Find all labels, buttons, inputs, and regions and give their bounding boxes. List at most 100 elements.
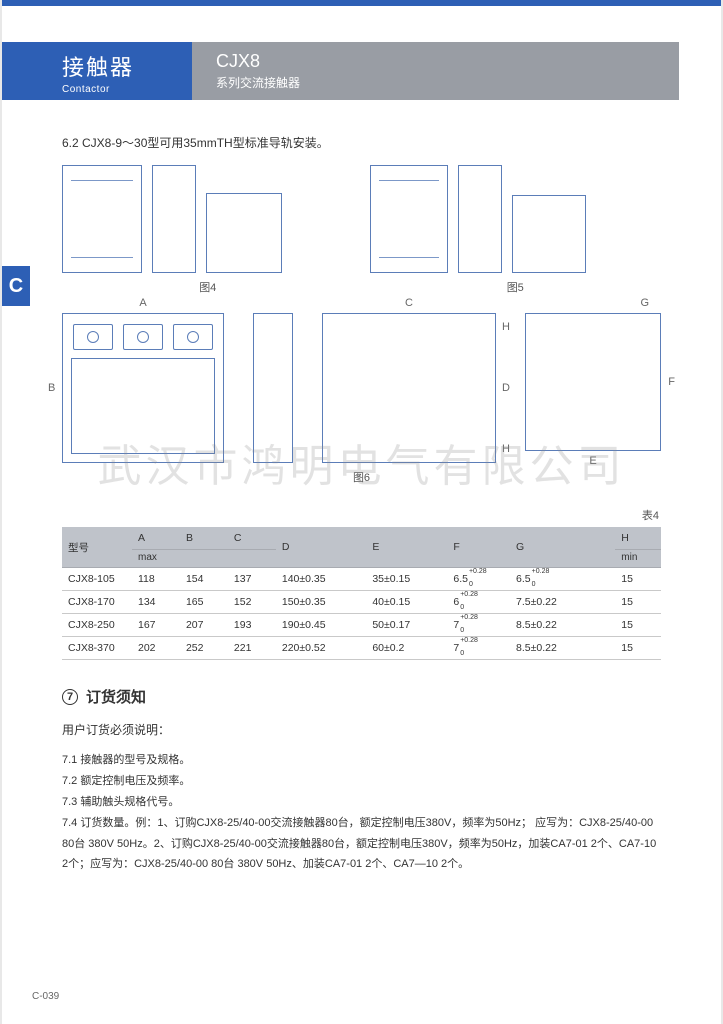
ordering-intro: 用户订货必须说明：	[62, 721, 661, 738]
top-accent-bar	[2, 0, 721, 6]
table-cell: 252	[180, 637, 228, 660]
ordering-section: 7 订货须知 用户订货必须说明： 7.1 接触器的型号及规格。7.2 额定控制电…	[62, 686, 661, 875]
table-row: CJX8-105118154137140±0.3535±0.156.5+0.28…	[62, 568, 661, 591]
ordering-item: 7.2 额定控制电压及频率。	[62, 771, 661, 792]
th-B: B	[180, 527, 228, 550]
fig6-caption: 图6	[62, 469, 661, 485]
side-index-tab: C	[2, 266, 30, 306]
header-main: 接触器 Contactor	[2, 42, 192, 100]
table-cell: 221	[228, 637, 276, 660]
table-cell: 8.5±0.22	[510, 614, 615, 637]
figure-5: 图5	[370, 165, 662, 295]
table-cell: CJX8-105	[62, 568, 132, 591]
dim-F: F	[668, 376, 675, 388]
table4-caption: 表4	[62, 507, 661, 523]
th-H: H	[615, 527, 661, 550]
header-title-cn: 接触器	[62, 50, 168, 82]
ordering-item: 7.1 接触器的型号及规格。	[62, 750, 661, 771]
th-F: F	[447, 527, 510, 568]
fig5-view-front	[370, 165, 448, 273]
ordering-heading-text: 订货须知	[86, 686, 146, 707]
table-cell: 40±0.15	[366, 591, 447, 614]
fig5-caption: 图5	[370, 279, 662, 295]
table-cell: 6.5+0.280	[447, 568, 510, 591]
table-4-wrap: 表4 型号 A B C D E F G H max	[62, 507, 661, 660]
table-cell: 7.5±0.22	[510, 591, 615, 614]
page-footer: C-039	[32, 991, 59, 1002]
diagram-row-2: A B C D H H	[62, 313, 661, 485]
table-cell: 167	[132, 614, 180, 637]
th-E: E	[366, 527, 447, 568]
table-cell: CJX8-250	[62, 614, 132, 637]
th-max: max	[132, 550, 276, 568]
table-cell: 152	[228, 591, 276, 614]
figure-6: A B C D H H	[62, 313, 661, 485]
table-cell: CJX8-170	[62, 591, 132, 614]
table-cell: 60±0.2	[366, 637, 447, 660]
dim-H-bot: H	[502, 443, 510, 455]
table-cell: 15	[615, 568, 661, 591]
fig4-view-base	[206, 193, 282, 273]
ordering-item: 7.3 辅助触头规格代号。	[62, 792, 661, 813]
th-D: D	[276, 527, 366, 568]
ordering-heading: 7 订货须知	[62, 686, 661, 707]
table-cell: 190±0.45	[276, 614, 366, 637]
dim-G: G	[640, 297, 649, 309]
table-cell: 6+0.280	[447, 591, 510, 614]
fig5-view-base	[512, 195, 586, 273]
th-min: min	[615, 550, 661, 568]
dim-H-top: H	[502, 321, 510, 333]
dim-D: D	[502, 382, 510, 394]
header-model: CJX8	[216, 51, 655, 72]
table-cell: 220±0.52	[276, 637, 366, 660]
fig4-view-front	[62, 165, 142, 273]
table-cell: 6.5+0.280	[510, 568, 615, 591]
table-cell: 7+0.280	[447, 637, 510, 660]
table-row: CJX8-170134165152150±0.3540±0.156+0.2807…	[62, 591, 661, 614]
table-cell: 50±0.17	[366, 614, 447, 637]
spec-table: 型号 A B C D E F G H max min CJX	[62, 527, 661, 660]
fig4-view-side	[152, 165, 196, 273]
table-cell: 150±0.35	[276, 591, 366, 614]
fig4-caption: 图4	[62, 279, 354, 295]
table-cell: 154	[180, 568, 228, 591]
table-cell: 193	[228, 614, 276, 637]
page-header: 接触器 Contactor CJX8 系列交流接触器	[2, 42, 721, 100]
dim-E: E	[525, 455, 661, 467]
dim-A: A	[62, 297, 224, 309]
header-model-desc: 系列交流接触器	[216, 74, 655, 91]
table-cell: 35±0.15	[366, 568, 447, 591]
th-model: 型号	[62, 527, 132, 568]
table-cell: 202	[132, 637, 180, 660]
diagram-row-1: 图4 图5	[62, 165, 661, 295]
table-cell: 207	[180, 614, 228, 637]
fig6-view-mount	[525, 313, 661, 451]
table-cell: CJX8-370	[62, 637, 132, 660]
bullet-7-icon: 7	[62, 689, 78, 705]
table-cell: 7+0.280	[447, 614, 510, 637]
table-cell: 15	[615, 614, 661, 637]
table-cell: 140±0.35	[276, 568, 366, 591]
table-cell: 137	[228, 568, 276, 591]
th-G: G	[510, 527, 615, 568]
figure-4: 图4	[62, 165, 354, 295]
section-6-2-title: 6.2 CJX8-9～30型可用35mmTH型标准导轨安装。	[62, 134, 661, 151]
table-cell: 165	[180, 591, 228, 614]
ordering-body: 7.1 接触器的型号及规格。7.2 额定控制电压及频率。7.3 辅助触头规格代号…	[62, 750, 661, 875]
fig6-view-narrow	[253, 313, 293, 463]
th-C: C	[228, 527, 276, 550]
table-cell: 15	[615, 591, 661, 614]
th-A: A	[132, 527, 180, 550]
fig6-view-side	[322, 313, 496, 463]
fig5-view-side	[458, 165, 502, 273]
dim-B: B	[48, 382, 55, 394]
table-cell: 15	[615, 637, 661, 660]
fig6-view-front	[62, 313, 224, 463]
header-sub: CJX8 系列交流接触器	[192, 42, 679, 100]
ordering-item: 7.4 订货数量。例：1、订购CJX8-25/40-00交流接触器80台，额定控…	[62, 813, 661, 876]
table-row: CJX8-370202252221220±0.5260±0.27+0.2808.…	[62, 637, 661, 660]
table-cell: 118	[132, 568, 180, 591]
table-row: CJX8-250167207193190±0.4550±0.177+0.2808…	[62, 614, 661, 637]
table-cell: 134	[132, 591, 180, 614]
header-title-en: Contactor	[62, 84, 168, 95]
